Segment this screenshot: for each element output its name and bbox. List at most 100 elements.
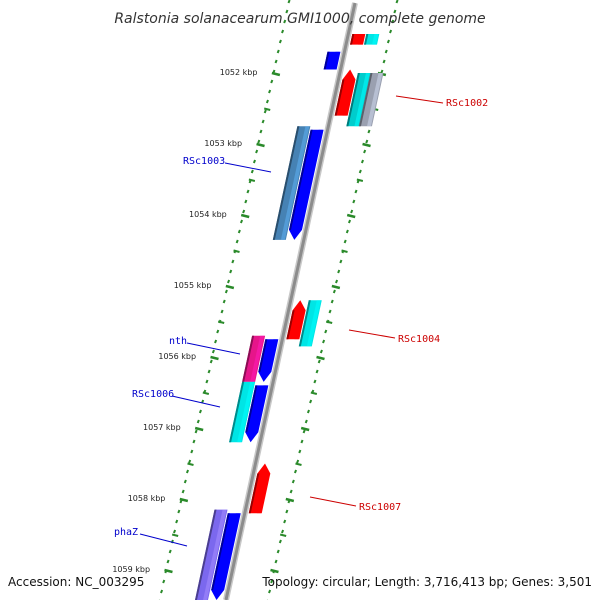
reverse-tick-guide-dot <box>367 129 371 134</box>
major-tick <box>240 213 250 219</box>
gene-feature-shadow <box>350 33 355 45</box>
reverse-tick-guide-dot <box>380 69 384 74</box>
gene-feature-shadow <box>211 513 230 590</box>
major-tick <box>194 426 204 432</box>
major-tick <box>270 568 279 574</box>
reverse-tick-guide-dot <box>315 369 319 374</box>
gene-feature <box>334 69 356 116</box>
forward-tick-guide-dot <box>188 459 192 464</box>
leader-line <box>139 533 188 547</box>
position-label: 1055 kbp <box>174 281 212 290</box>
forward-tick-guide-dot <box>235 239 239 244</box>
gene-feature <box>298 300 322 347</box>
position-label: 1054 kbp <box>189 210 227 219</box>
major-tick <box>210 355 219 361</box>
forward-tick-guide-dot <box>211 349 215 354</box>
forward-tick-guide-dot <box>242 209 246 214</box>
major-tick <box>225 284 235 290</box>
leader-line <box>309 496 357 507</box>
gene-feature <box>364 33 380 45</box>
minor-tick <box>187 462 194 466</box>
gene-feature <box>272 126 311 240</box>
gene-feature-shadow <box>195 509 217 600</box>
forward-tick-guide-dot <box>181 489 185 494</box>
reverse-tick-guide-dot <box>345 229 349 234</box>
gene-label-nth: nth <box>169 336 187 347</box>
gene-label-rsc1004: RSc1004 <box>398 334 440 345</box>
position-label: 1052 kbp <box>220 68 258 77</box>
gene-feature-highlight <box>372 33 379 45</box>
forward-tick-guide-dot <box>220 309 224 314</box>
leader-line <box>395 95 444 104</box>
forward-tick-guide-dot <box>274 59 278 64</box>
reverse-tick-guide-dot <box>337 269 341 274</box>
major-tick <box>164 568 173 574</box>
reverse-tick-guide-dot <box>365 139 369 144</box>
minor-tick <box>263 107 271 111</box>
forward-tick-guide-dot <box>214 339 218 344</box>
reverse-tick-guide-dot <box>391 19 395 24</box>
gene-feature-highlight <box>331 51 340 70</box>
reverse-tick-guide-dot <box>306 409 310 414</box>
minor-tick <box>310 391 318 395</box>
forward-tick-guide-dot <box>194 429 198 434</box>
gene-feature <box>350 33 366 45</box>
position-label: 1058 kbp <box>128 494 166 503</box>
reverse-tick-guide-dot <box>274 559 278 564</box>
reverse-tick-guide-dot <box>304 419 308 424</box>
gene-feature <box>346 73 371 127</box>
minor-tick <box>341 249 348 253</box>
gene-feature-highlight <box>237 381 255 443</box>
forward-tick-guide-dot <box>250 169 254 174</box>
reverse-tick-guide-dot <box>393 9 397 14</box>
reverse-tick-guide-dot <box>302 429 306 434</box>
forward-tick-guide-dot <box>205 379 209 384</box>
position-label: 1057 kbp <box>143 423 181 432</box>
forward-tick-guide-dot <box>172 529 177 534</box>
reverse-tick-guide-dot <box>317 359 321 364</box>
gene-feature-highlight <box>358 33 365 45</box>
gene-feature-shadow <box>286 310 295 340</box>
forward-tick-guide-dot <box>231 259 235 264</box>
reverse-tick-guide-dot <box>395 0 399 4</box>
forward-tick-guide-dot <box>255 149 259 154</box>
gene-feature-shadow <box>358 73 373 127</box>
gene-feature-highlight <box>342 79 355 116</box>
reverse-tick-guide-dot <box>332 289 336 294</box>
reverse-tick-guide-dot <box>384 49 388 54</box>
forward-tick-guide-dot <box>198 409 202 414</box>
forward-tick-guide-dot <box>239 219 244 224</box>
reverse-tick-guide-dot <box>300 439 304 444</box>
minor-tick <box>233 249 240 253</box>
reverse-tick-guide-dot <box>322 339 326 344</box>
gene-feature <box>211 513 241 600</box>
reverse-tick-guide-dot <box>339 259 343 264</box>
forward-tick-guide-dot <box>222 299 226 304</box>
gene-feature <box>358 73 384 127</box>
reverse-tick-guide-dot <box>335 279 339 284</box>
reverse-tick-guide-dot <box>330 299 334 304</box>
forward-tick-guide-dot <box>257 139 261 144</box>
gene-feature-shadow <box>272 126 300 240</box>
gene-feature-body <box>286 300 306 340</box>
reverse-tick-guide-dot <box>382 59 386 64</box>
gene-label-rsc1007: RSc1007 <box>359 502 401 513</box>
reverse-tick-guide-dot <box>280 529 285 534</box>
gene-feature-shadow <box>346 73 360 127</box>
gene-feature-highlight <box>354 73 370 127</box>
minor-tick <box>171 533 179 537</box>
forward-tick-guide-dot <box>237 229 241 234</box>
gene-feature-highlight <box>203 509 227 600</box>
backbone-line <box>224 2 357 600</box>
reverse-tick-guide-dot <box>296 459 300 464</box>
gene-feature-shadow <box>288 129 313 230</box>
gene-feature-highlight <box>266 339 278 372</box>
gene-feature-shadow <box>242 335 255 382</box>
gene-feature <box>195 509 228 600</box>
gene-feature <box>286 300 306 340</box>
gene-feature-highlight <box>367 73 383 127</box>
major-tick <box>316 355 325 361</box>
accession-text: Accession: NC_003295 <box>8 575 144 589</box>
label-leaders <box>139 95 444 547</box>
